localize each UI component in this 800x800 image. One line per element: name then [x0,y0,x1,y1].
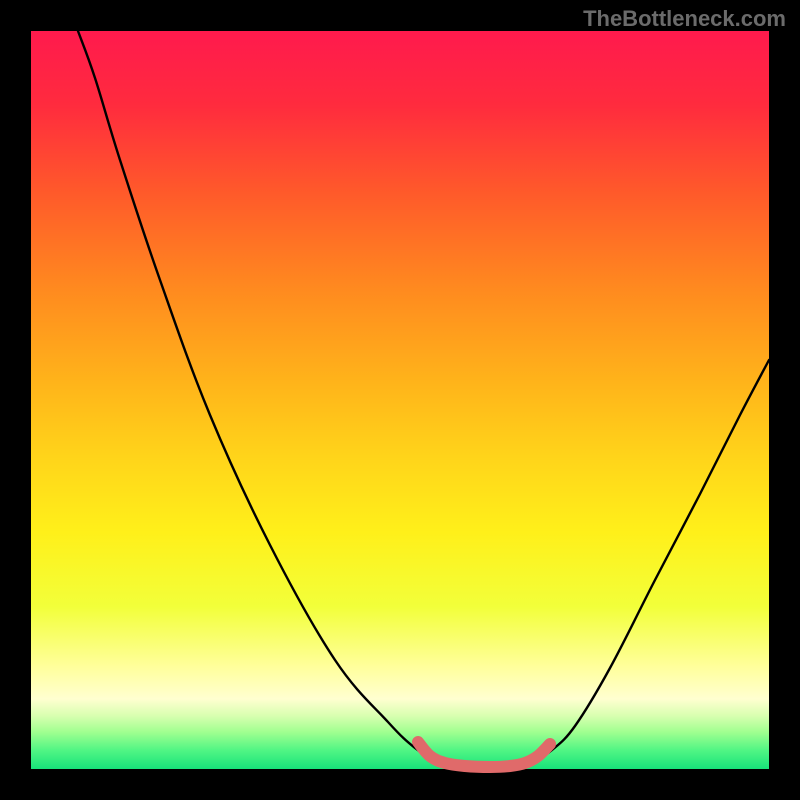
chart-stage: TheBottleneck.com [0,0,800,800]
heat-gradient-background [31,31,769,769]
watermark-text: TheBottleneck.com [583,6,786,32]
